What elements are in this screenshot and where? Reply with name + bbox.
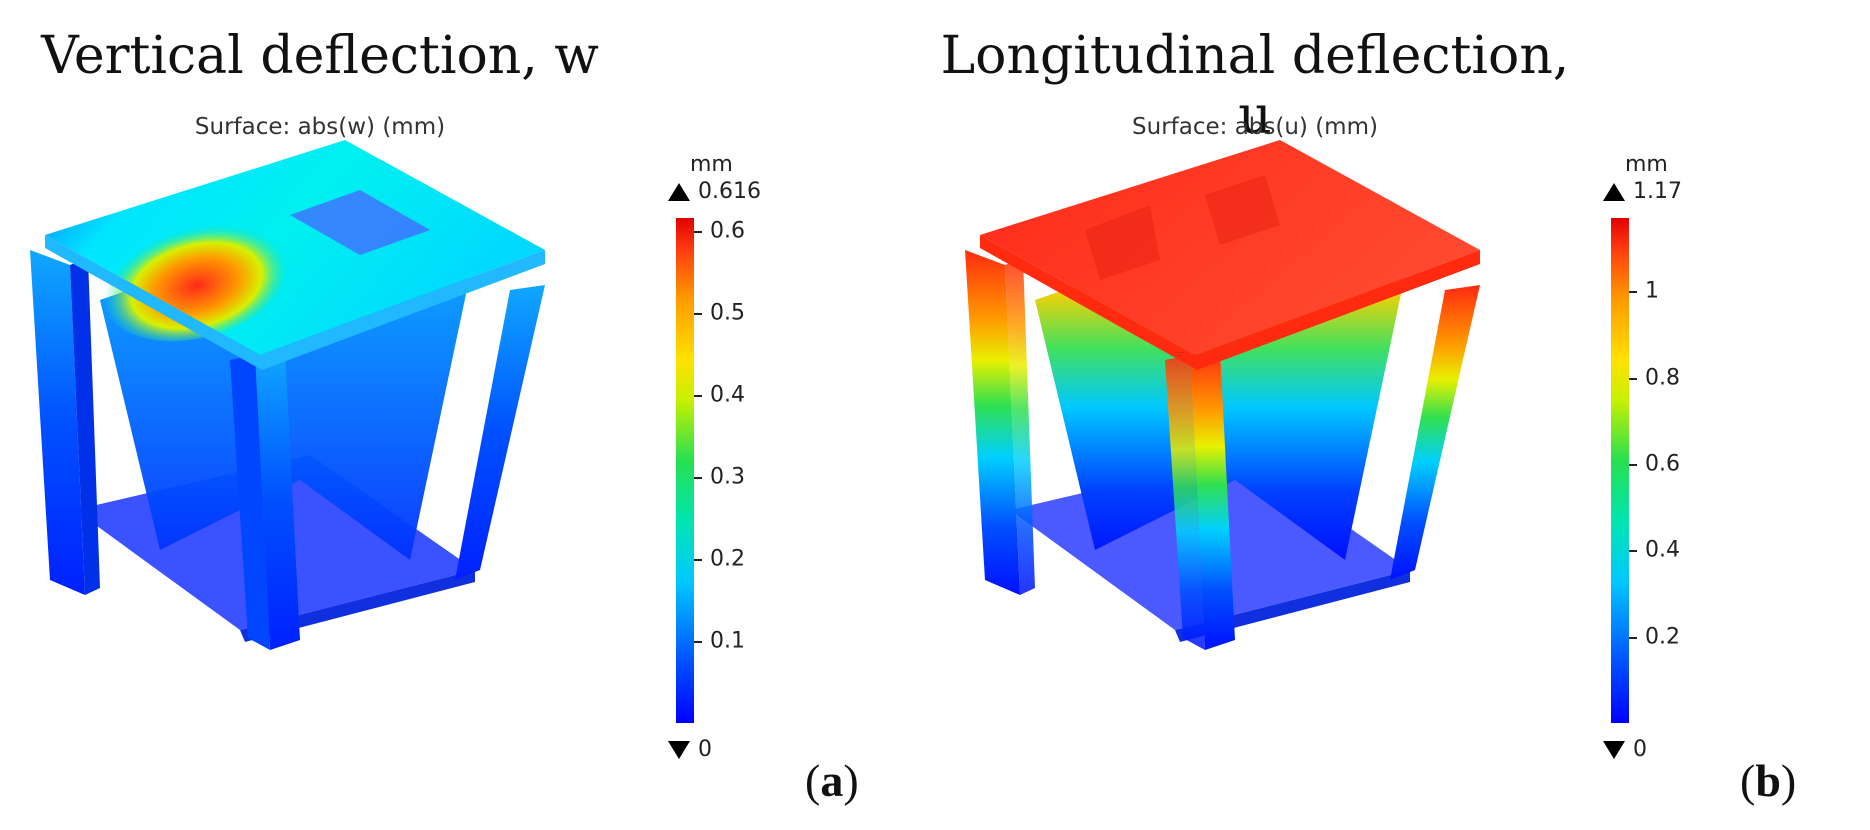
colorbar-tick-mark <box>1629 636 1637 639</box>
panel-a: Vertical deflection, w Surface: abs(w) (… <box>30 26 859 806</box>
colorbar-min: 0 <box>1603 737 1647 762</box>
colorbar-unit: mm <box>1625 152 1668 177</box>
colorbar-tick-mark <box>694 559 702 562</box>
colorbar-tick-label: 0.3 <box>710 464 745 490</box>
colorbar-tick-mark <box>1629 377 1637 380</box>
colorbar-tick-mark <box>694 231 702 234</box>
colorbar-max: 0.616 <box>668 179 761 204</box>
colorbar-min: 0 <box>668 737 712 762</box>
colorbar-tick-mark <box>694 641 702 644</box>
colorbar-tick-label: 0.6 <box>710 218 745 244</box>
colorbar-tick-label: 0.6 <box>1645 451 1680 477</box>
structure-model-w <box>30 140 545 650</box>
colorbar-unit: mm <box>690 152 733 177</box>
colorbar-tick-label: 0.4 <box>710 382 745 408</box>
colorbar-tick-mark <box>694 477 702 480</box>
panel-b: Longitudinal deflection, u Surface: abs(… <box>935 0 1870 830</box>
colorbar-tick-label: 0.8 <box>1645 365 1680 391</box>
colorbar-tick-label: 1 <box>1645 278 1659 304</box>
colorbar-tick-mark <box>1629 291 1637 294</box>
colorbar-tick-label: 0.5 <box>710 300 745 326</box>
colorbar-tick-label: 0.2 <box>1645 624 1680 650</box>
left-leg <box>30 250 85 595</box>
min-arrow-icon <box>1603 741 1625 759</box>
colorbar-tick-mark <box>694 313 702 316</box>
colorbar-tick-mark <box>694 395 702 398</box>
panel-label: (b) <box>1740 755 1797 806</box>
panel-label: (a) <box>805 755 859 806</box>
max-arrow-icon <box>668 183 690 201</box>
min-arrow-icon <box>668 741 690 759</box>
panel-title: Longitudinal deflection, u <box>940 26 1570 146</box>
max-arrow-icon <box>1603 183 1625 201</box>
colorbar-tick-label: 0.4 <box>1645 537 1680 563</box>
panel-subtitle: Surface: abs(w) (mm) <box>194 114 446 140</box>
colorbar <box>676 218 694 723</box>
colorbar-max: 1.17 <box>1603 179 1682 204</box>
structure-model-u <box>965 140 1480 650</box>
colorbar-tick-mark <box>1629 464 1637 467</box>
colorbar-tick-label: 0.1 <box>710 628 745 654</box>
front-leg <box>255 350 300 650</box>
colorbar <box>1611 218 1629 723</box>
panel-title: Vertical deflection, w <box>41 26 599 86</box>
colorbar-tick-label: 0.2 <box>710 546 745 572</box>
panel-subtitle: Surface: abs(u) (mm) <box>1132 114 1378 140</box>
colorbar-tick-mark <box>1629 550 1637 553</box>
